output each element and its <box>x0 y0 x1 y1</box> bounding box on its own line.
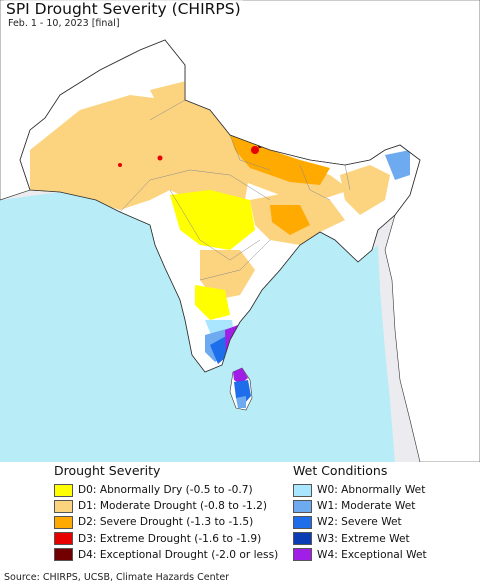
legend-label-w2: W2: Severe Wet <box>317 516 402 529</box>
legend-swatch-w1 <box>293 499 312 513</box>
d3-patch <box>251 146 259 154</box>
d0-area-south <box>195 285 230 320</box>
legend-swatch-w0 <box>293 483 312 497</box>
d3-patch <box>118 163 122 167</box>
map-subtitle: Feb. 1 - 10, 2023 [final] <box>6 18 122 29</box>
legend-swatch-d3 <box>54 532 73 546</box>
legend-swatch-w2 <box>293 515 312 529</box>
legend-item-w3: W3: Extreme Wet <box>293 531 473 547</box>
w1-area-northeast <box>385 150 410 180</box>
legend-item-w4: W4: Exceptional Wet <box>293 547 473 563</box>
legend-label-d1: D1: Moderate Drought (-0.8 to -1.2) <box>78 500 267 513</box>
legend-item-d1: D1: Moderate Drought (-0.8 to -1.2) <box>54 498 284 514</box>
coastline <box>19 39 421 373</box>
legend-label-w0: W0: Abnormally Wet <box>317 484 426 497</box>
legend-item-w2: W2: Severe Wet <box>293 514 473 530</box>
legend-label-d3: D3: Extreme Drought (-1.6 to -1.9) <box>78 532 262 545</box>
legend-swatch-w3 <box>293 532 312 546</box>
legend-item-w0: W0: Abnormally Wet <box>293 482 473 498</box>
legend-label-w4: W4: Exceptional Wet <box>317 548 427 561</box>
drought-legend: Drought Severity D0: Abnormally Dry (-0.… <box>54 463 284 563</box>
d1-area-northeast <box>340 165 390 215</box>
map-title: SPI Drought Severity (CHIRPS) <box>4 0 243 18</box>
legend-label-d4: D4: Exceptional Drought (-2.0 or less) <box>78 548 279 561</box>
legend-label-w1: W1: Moderate Wet <box>317 500 416 513</box>
legend-swatch-d1 <box>54 499 73 513</box>
legend-item-d0: D0: Abnormally Dry (-0.5 to -0.7) <box>54 482 284 498</box>
drought-legend-title: Drought Severity <box>54 463 161 478</box>
d3-patch <box>157 155 163 161</box>
w4-area-sri-lanka <box>233 368 248 384</box>
legend-label-d2: D2: Severe Drought (-1.3 to -1.5) <box>78 516 254 529</box>
legend-label-w3: W3: Extreme Wet <box>317 532 410 545</box>
legend-item-w1: W1: Moderate Wet <box>293 498 473 514</box>
legend-item-d2: D2: Severe Drought (-1.3 to -1.5) <box>54 514 284 530</box>
internal-boundaries <box>119 99 351 281</box>
legend-swatch-d0 <box>54 483 73 497</box>
w1-area-sri-lanka <box>236 396 246 408</box>
d0-area-central <box>170 190 255 250</box>
wet-legend-title: Wet Conditions <box>293 463 388 478</box>
ocean <box>0 192 395 462</box>
legend-label-d0: D0: Abnormally Dry (-0.5 to -0.7) <box>78 484 253 497</box>
source-credit: Source: CHIRPS, UCSB, Climate Hazards Ce… <box>4 572 230 583</box>
legend-item-d4: D4: Exceptional Drought (-2.0 or less) <box>54 547 284 563</box>
legend-swatch-w4 <box>293 548 312 562</box>
legend-swatch-d4 <box>54 548 73 562</box>
d2-area-east <box>270 205 310 235</box>
legend-item-d3: D3: Extreme Drought (-1.6 to -1.9) <box>54 531 284 547</box>
legend-swatch-d2 <box>54 515 73 529</box>
wet-legend: Wet Conditions W0: Abnormally Wet W1: Mo… <box>293 463 473 563</box>
drought-map <box>0 0 480 462</box>
d1-area-deccan <box>200 250 255 300</box>
